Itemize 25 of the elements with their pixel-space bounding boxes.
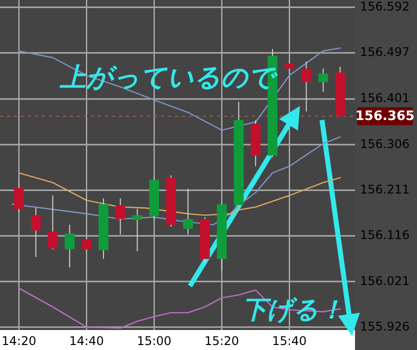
candlestick: [318, 68, 328, 92]
candlestick: [64, 224, 75, 268]
x-tick-label: 15:40: [272, 334, 307, 348]
y-tick-label: 156.021: [360, 274, 410, 288]
candlestick: [30, 207, 41, 258]
candlestick: [301, 60, 312, 112]
candlestick: [115, 198, 126, 235]
x-tick-label: 15:00: [136, 334, 172, 348]
line-series: [12, 136, 341, 226]
y-tick-label: 156.401: [360, 91, 410, 106]
line-series: [18, 47, 341, 131]
y-tick-label: 156.116: [360, 228, 410, 242]
y-tick-label: 156.306: [360, 136, 410, 151]
candlestick: [183, 188, 193, 235]
x-tick-label: 15:20: [204, 334, 240, 348]
candlestick: [48, 195, 58, 250]
y-tick-label: 156.211: [360, 182, 410, 196]
y-tick-label: 156.497: [360, 45, 410, 60]
ref-line-label: 156.365: [355, 108, 415, 124]
y-tick-label: 156.592: [360, 0, 410, 14]
candlestick: [132, 208, 142, 252]
y-tick-label: 155.926: [360, 319, 410, 334]
x-tick-label: 14:20: [2, 334, 36, 348]
line-series: [18, 288, 341, 329]
x-tick-label: 14:40: [69, 334, 104, 348]
